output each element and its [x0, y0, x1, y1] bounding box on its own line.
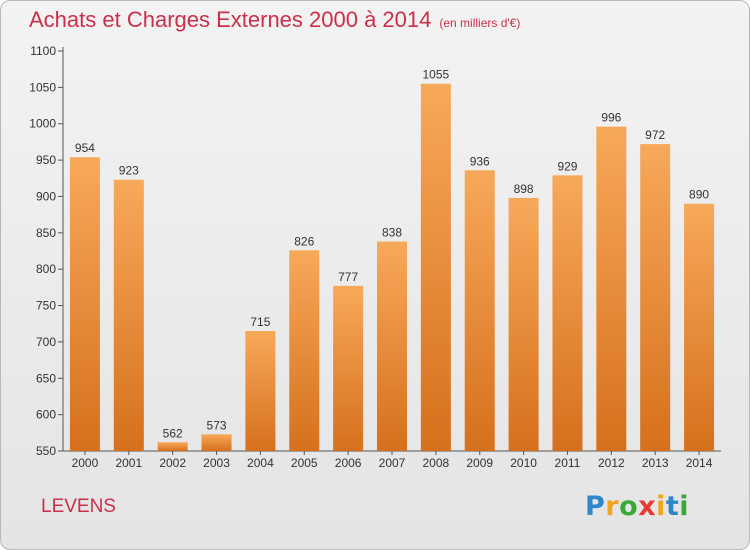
bar-value-label: 954 [75, 141, 95, 155]
x-tick-label: 2014 [686, 456, 713, 470]
y-tick-label: 1050 [29, 80, 56, 94]
bar-value-label: 838 [382, 226, 402, 240]
logo-letter: i [679, 491, 690, 522]
bar-value-label: 826 [294, 234, 314, 248]
x-tick-label: 2009 [466, 456, 493, 470]
bar [640, 144, 671, 451]
y-tick-label: 550 [36, 444, 56, 458]
bar [420, 83, 451, 452]
bar-value-label: 890 [689, 188, 709, 202]
y-tick-label: 1100 [30, 44, 56, 58]
x-tick-label: 2005 [291, 456, 318, 470]
bar-value-label: 777 [338, 270, 358, 284]
bar [596, 126, 627, 452]
x-tick-label: 2003 [203, 456, 230, 470]
chart-unit: (en milliers d'€) [439, 16, 521, 30]
bar [377, 241, 407, 451]
logo-letter: i [656, 491, 666, 522]
x-tick-label: 2000 [72, 456, 99, 470]
x-tick-label: 2010 [510, 456, 537, 470]
bar-value-label: 972 [645, 128, 665, 142]
bar [157, 442, 188, 451]
bar-value-label: 562 [163, 426, 183, 440]
y-tick-label: 650 [36, 371, 56, 385]
logo-letter: t [665, 491, 680, 522]
y-tick-label: 600 [36, 408, 56, 422]
y-tick-label: 750 [36, 299, 56, 313]
x-tick-label: 2008 [423, 456, 450, 470]
commune-name: LEVENS [41, 496, 116, 517]
x-tick-label: 2011 [555, 456, 581, 470]
bar-value-label: 715 [250, 315, 270, 329]
bar-value-label: 996 [601, 111, 621, 125]
chart-title: Achats et Charges Externes 2000 à 2014 (e… [29, 7, 520, 33]
bar-value-label: 923 [119, 164, 139, 178]
bar [245, 331, 276, 451]
y-axis: 550 600 650 700 750 800 850 900 950 1000 1050 1100 [29, 44, 64, 458]
logo-letter: x [638, 491, 657, 522]
bar [464, 170, 495, 452]
x-tick-label: 2007 [379, 456, 406, 470]
bar [552, 175, 583, 451]
bar [333, 285, 364, 451]
bar-value-label: 936 [470, 154, 490, 168]
bar [113, 179, 144, 451]
y-tick-label: 1000 [29, 117, 56, 131]
x-axis: 2000 2001 2002 2003 2004 2005 2006 2007 2008 2009… [63, 450, 721, 470]
y-tick-label: 800 [36, 262, 56, 276]
y-tick-label: 850 [36, 226, 56, 240]
x-tick-label: 2004 [247, 456, 274, 470]
chart-title-text: Achats et Charges Externes 2000 à 2014 [29, 7, 432, 32]
logo-letter: r [605, 491, 620, 522]
x-tick-label: 2013 [642, 456, 669, 470]
x-tick-label: 2001 [115, 456, 142, 470]
y-tick-label: 950 [36, 153, 56, 167]
bar [201, 434, 232, 451]
x-tick-label: 2012 [598, 456, 625, 470]
x-tick-label: 2006 [335, 456, 362, 470]
logo-letter: o [619, 491, 639, 522]
logo-letter: P [585, 491, 606, 522]
bar [684, 203, 715, 451]
bar-value-label: 929 [557, 159, 577, 173]
bar [69, 157, 100, 451]
y-tick-label: 700 [36, 335, 56, 349]
bar [508, 197, 539, 451]
bar-value-label: 1055 [423, 68, 450, 82]
bar [289, 250, 320, 451]
bar-value-label: 898 [514, 182, 534, 196]
y-tick-label: 900 [36, 189, 56, 203]
bar-value-label: 573 [207, 418, 227, 432]
proxiti-logo: Proxiti [585, 491, 695, 523]
x-tick-label: 2002 [159, 456, 186, 470]
bars: 954 923 562 573 715 826 777 838 1055 936 898 929 996… [69, 68, 715, 452]
